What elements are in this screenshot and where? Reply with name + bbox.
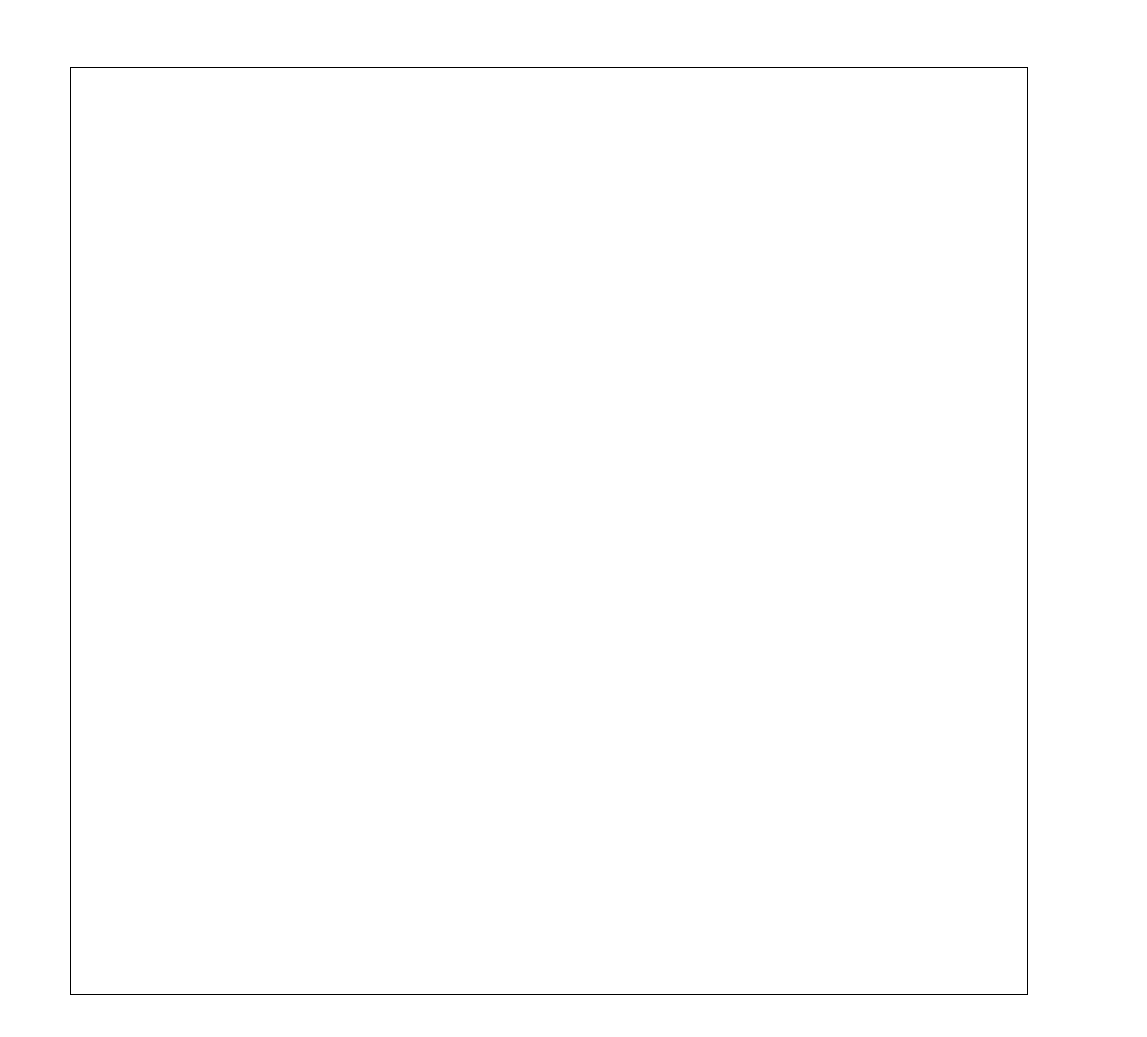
wind-speed-map	[71, 68, 1027, 994]
colorbar-under-arrow	[1047, 743, 1071, 770]
colorbar[interactable]	[1047, 276, 1071, 770]
colorbar-gradient	[1047, 303, 1071, 743]
colorbar-over-arrow	[1047, 276, 1071, 303]
map-plot-area[interactable]	[70, 67, 1028, 995]
